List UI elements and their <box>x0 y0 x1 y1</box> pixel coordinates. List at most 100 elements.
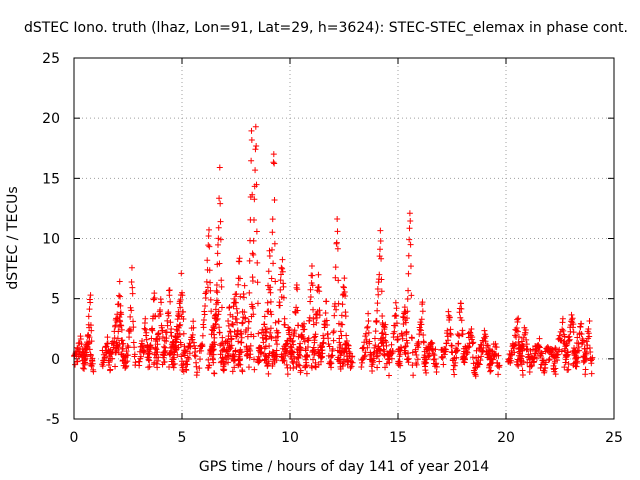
data-point <box>334 215 341 222</box>
data-point <box>325 340 332 347</box>
data-point <box>578 331 585 338</box>
data-point <box>442 346 449 353</box>
data-point <box>246 289 253 296</box>
data-point <box>166 292 173 299</box>
data-point <box>491 351 498 358</box>
data-point <box>204 284 211 291</box>
data-point <box>495 352 502 359</box>
data-point <box>401 304 408 311</box>
data-point <box>223 347 230 354</box>
data-point <box>561 364 568 371</box>
data-point <box>404 296 411 303</box>
data-point <box>152 345 159 352</box>
data-point <box>159 327 166 334</box>
data-point <box>87 352 94 359</box>
data-point <box>117 318 124 325</box>
data-point <box>246 354 253 361</box>
data-point <box>112 363 119 370</box>
data-point <box>378 330 385 337</box>
data-point <box>233 333 240 340</box>
data-point <box>481 327 488 334</box>
data-point <box>407 263 414 270</box>
data-point <box>404 339 411 346</box>
data-point <box>280 357 287 364</box>
data-point <box>554 357 561 364</box>
data-point <box>279 265 286 272</box>
data-point <box>88 338 95 345</box>
data-point <box>161 348 168 355</box>
data-point <box>89 355 96 362</box>
data-point <box>90 368 97 375</box>
data-point <box>286 331 293 338</box>
data-point <box>347 364 354 371</box>
data-point <box>266 350 273 357</box>
data-point <box>430 350 437 357</box>
data-point <box>156 335 163 342</box>
x-tick-label: 0 <box>70 430 79 446</box>
data-point <box>239 320 246 327</box>
data-point <box>175 344 182 351</box>
data-point <box>254 300 261 307</box>
data-point <box>307 286 314 293</box>
data-point <box>339 301 346 308</box>
data-point <box>414 356 421 363</box>
data-point <box>373 317 380 324</box>
data-point <box>557 328 564 335</box>
data-point <box>443 340 450 347</box>
data-point <box>388 355 395 362</box>
data-point <box>199 332 206 339</box>
data-point <box>241 309 248 316</box>
data-point <box>184 361 191 368</box>
data-point <box>183 367 190 374</box>
data-point <box>194 369 201 376</box>
data-point <box>217 218 224 225</box>
data-point <box>278 264 285 271</box>
y-tick-label: 0 <box>51 352 60 368</box>
data-point <box>405 270 412 277</box>
data-point <box>275 318 282 325</box>
data-point <box>587 348 594 355</box>
data-point <box>514 318 521 325</box>
x-tick-label: 20 <box>497 430 515 446</box>
x-tick-label: 10 <box>281 430 299 446</box>
data-point <box>420 339 427 346</box>
data-point <box>372 328 379 335</box>
data-point <box>245 325 252 332</box>
data-point <box>335 300 342 307</box>
y-tick-label: 5 <box>51 292 60 308</box>
data-point <box>477 357 484 364</box>
data-point <box>449 349 456 356</box>
data-point <box>515 315 522 322</box>
data-point <box>272 278 279 285</box>
data-point <box>120 352 127 359</box>
data-point <box>405 287 412 294</box>
data-point <box>425 353 432 360</box>
data-point <box>477 341 484 348</box>
data-point <box>381 324 388 331</box>
data-point <box>370 359 377 366</box>
data-point <box>365 329 372 336</box>
data-point <box>423 356 430 363</box>
data-point <box>432 346 439 353</box>
data-point <box>266 342 273 349</box>
data-point <box>266 252 273 259</box>
data-point <box>231 364 238 371</box>
data-point <box>128 307 135 314</box>
data-point <box>272 337 279 344</box>
data-point <box>106 359 113 366</box>
data-point <box>275 329 282 336</box>
data-point <box>265 268 272 275</box>
data-point <box>441 351 448 358</box>
data-point <box>213 287 220 294</box>
data-point <box>166 287 173 294</box>
data-point <box>309 272 316 279</box>
data-point <box>251 366 258 373</box>
data-point <box>252 146 259 153</box>
data-point <box>582 366 589 373</box>
data-point <box>86 334 93 341</box>
data-point <box>454 347 461 354</box>
data-point <box>155 330 162 337</box>
data-point <box>180 316 187 323</box>
data-point <box>236 355 243 362</box>
data-point <box>186 340 193 347</box>
